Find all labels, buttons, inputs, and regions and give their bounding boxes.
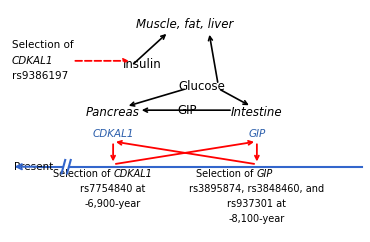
Text: GIP: GIP — [248, 129, 266, 139]
Text: rs937301 at: rs937301 at — [228, 199, 286, 209]
Text: rs7754840 at: rs7754840 at — [80, 184, 146, 194]
Text: Selection of: Selection of — [196, 169, 257, 179]
Text: Pancreas: Pancreas — [86, 106, 140, 119]
Text: Selection of: Selection of — [53, 169, 113, 179]
Text: GIP: GIP — [257, 169, 273, 179]
Text: CDKAL1: CDKAL1 — [113, 169, 152, 179]
Text: Insulin: Insulin — [123, 58, 162, 71]
Text: rs9386197: rs9386197 — [12, 71, 68, 82]
Text: -6,900-year: -6,900-year — [85, 199, 141, 209]
Text: CDKAL1: CDKAL1 — [92, 129, 134, 139]
Text: Present: Present — [14, 162, 53, 172]
Text: rs3895874, rs3848460, and: rs3895874, rs3848460, and — [189, 184, 324, 194]
Text: Glucose: Glucose — [178, 80, 225, 93]
Text: Muscle, fat, liver: Muscle, fat, liver — [136, 18, 234, 31]
Text: Intestine: Intestine — [231, 106, 283, 119]
Text: -8,100-year: -8,100-year — [229, 214, 285, 224]
Text: CDKAL1: CDKAL1 — [12, 56, 53, 66]
Text: GIP: GIP — [177, 104, 196, 117]
Text: Selection of: Selection of — [12, 40, 73, 50]
